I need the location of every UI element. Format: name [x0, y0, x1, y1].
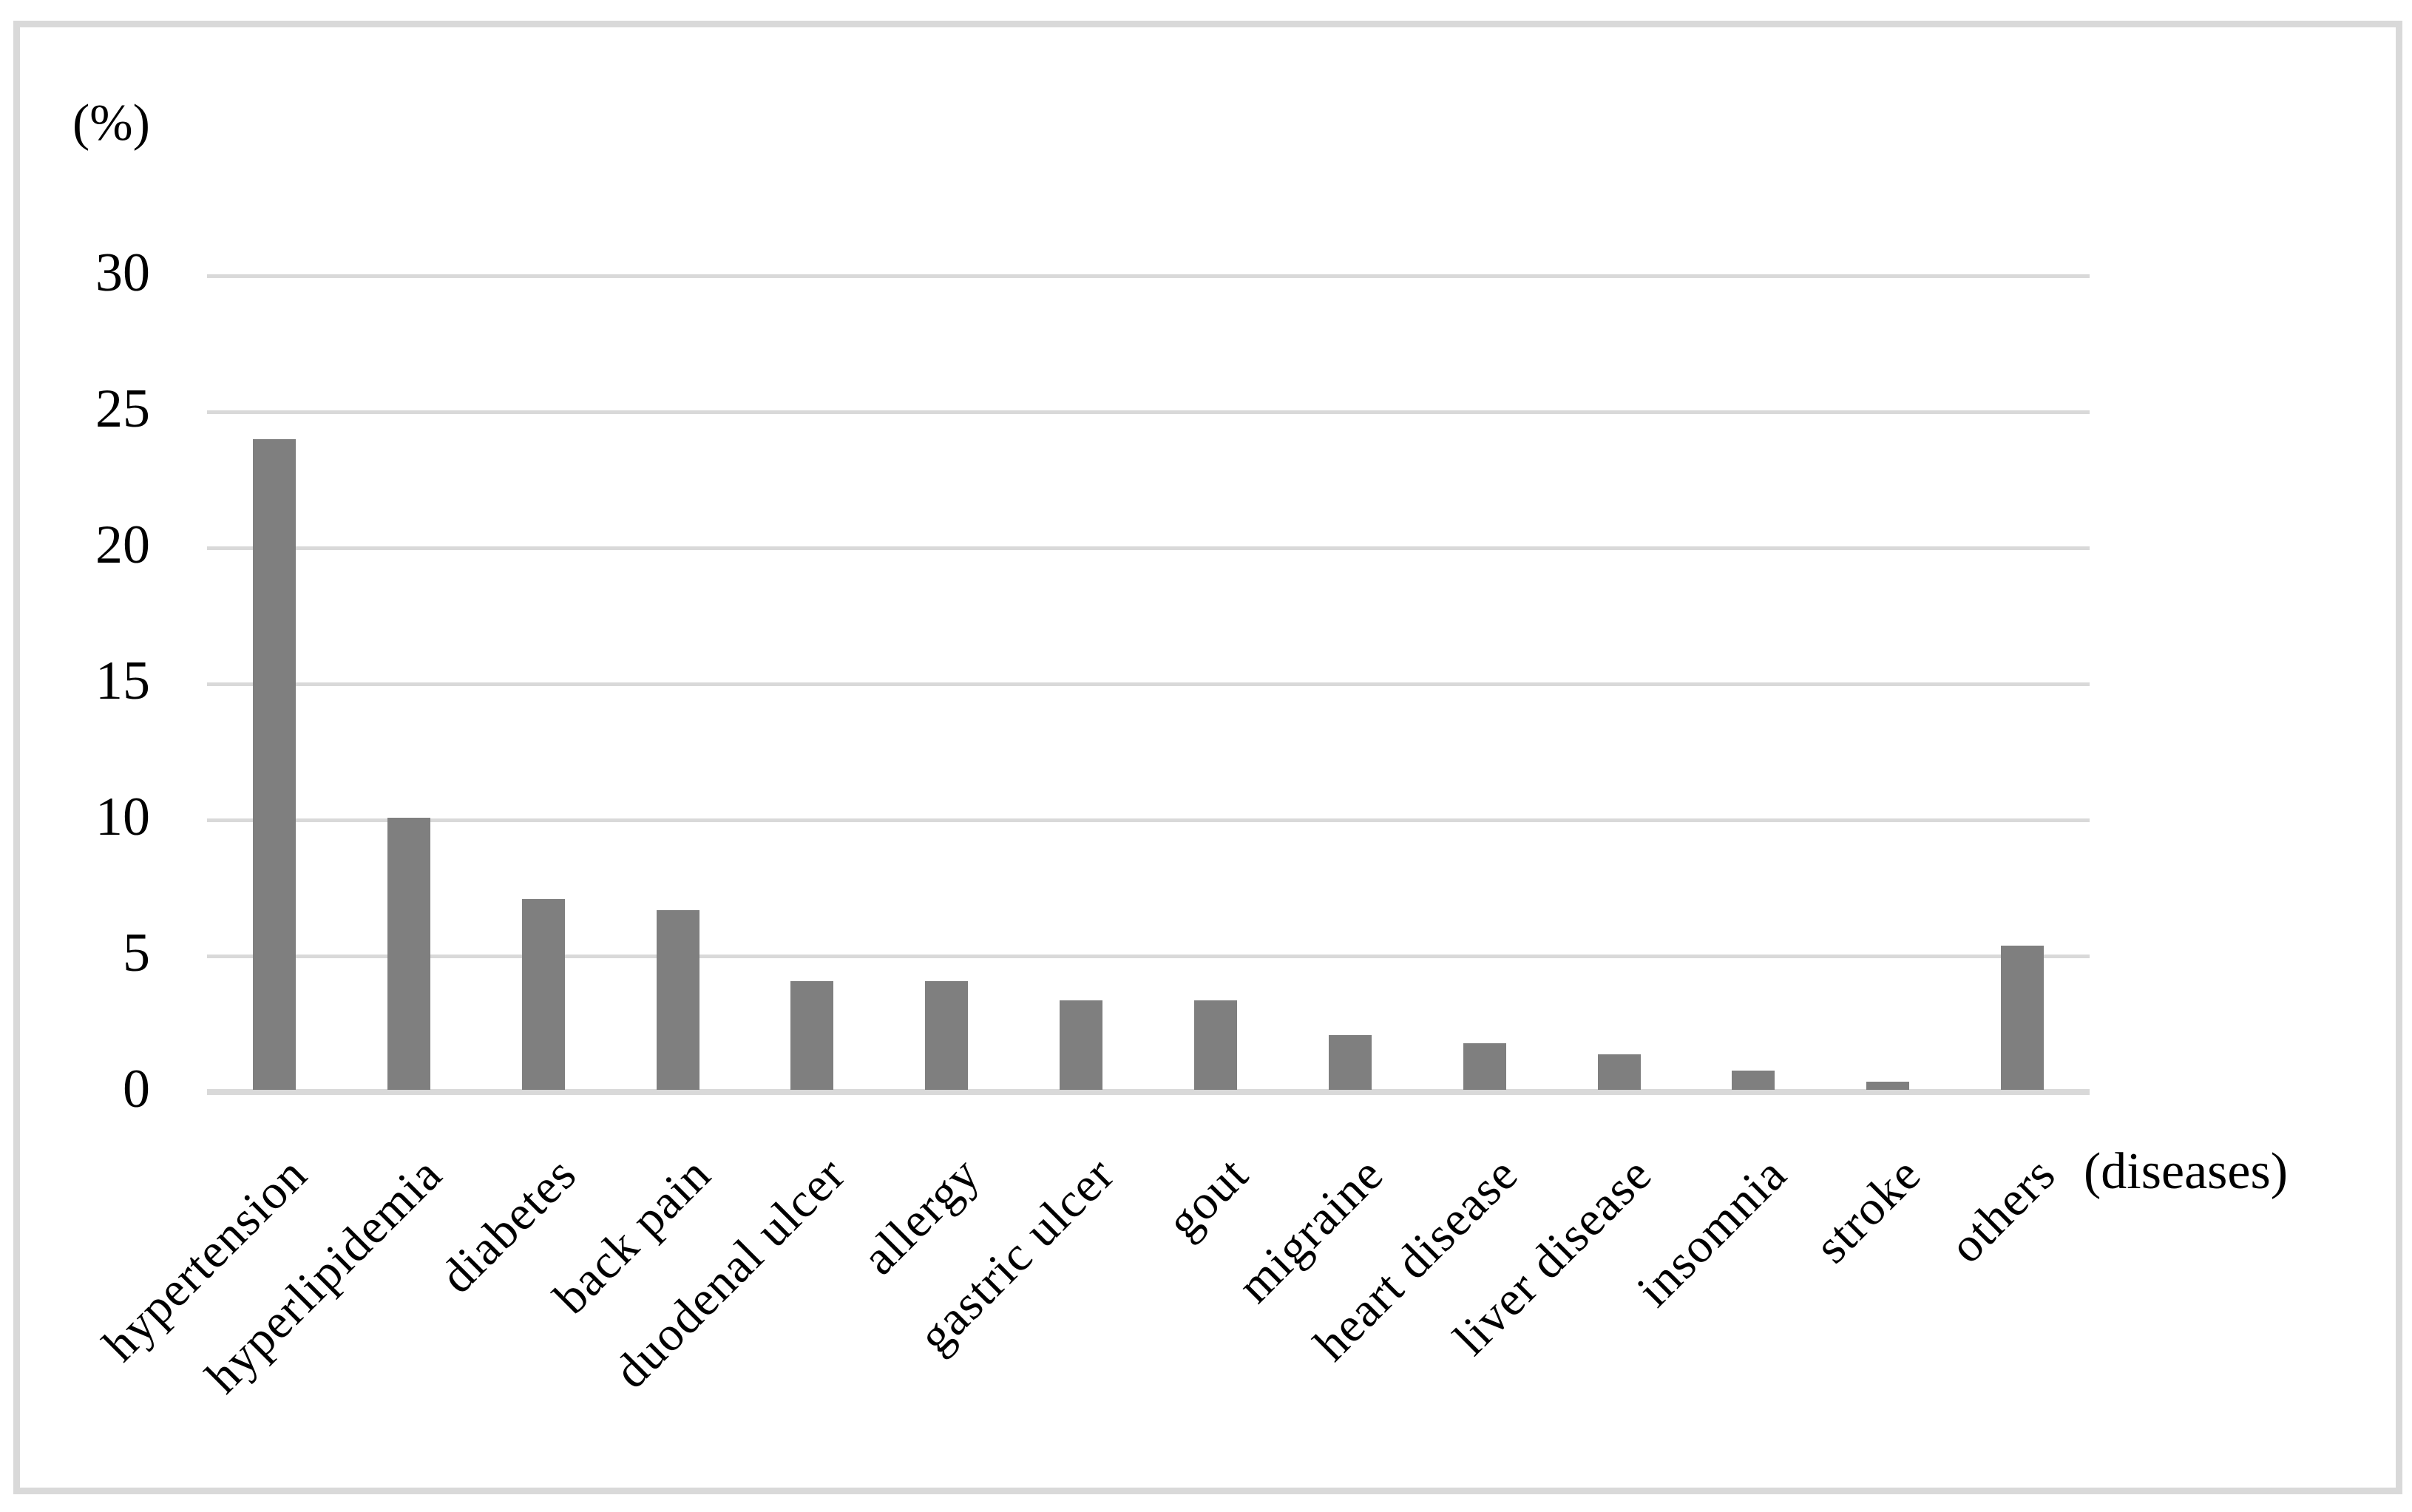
bar-stroke	[1866, 1081, 1910, 1090]
bar-diabetes	[521, 899, 565, 1090]
y-tick-label-15: 15	[95, 651, 150, 711]
bar-hyperlipidemia	[387, 818, 430, 1090]
gridline-10	[207, 818, 2090, 822]
bar-others	[2001, 945, 2045, 1090]
bar-duodenal-ulcer	[790, 980, 834, 1090]
chart-outer-border	[13, 21, 2402, 1494]
gridline-20	[207, 546, 2090, 550]
gridline-25	[207, 410, 2090, 414]
y-tick-label-25: 25	[95, 379, 150, 439]
bar-heart-disease	[1463, 1043, 1506, 1090]
bar-allergy	[925, 980, 969, 1090]
bar-insomnia	[1732, 1071, 1775, 1090]
y-tick-label-10: 10	[95, 787, 150, 847]
x-axis-unit-label: (diseases)	[2084, 1143, 2289, 1200]
y-tick-label-5: 5	[123, 923, 150, 983]
y-tick-label-30: 30	[95, 243, 150, 303]
y-axis-unit-label: (%)	[72, 95, 150, 152]
gridline-30	[207, 274, 2090, 278]
bar-liver-disease	[1597, 1054, 1641, 1090]
x-axis-line	[207, 1089, 2090, 1095]
gridline-5	[207, 954, 2090, 958]
gridline-15	[207, 682, 2090, 686]
y-tick-label-0: 0	[123, 1059, 150, 1119]
bar-gout	[1193, 1000, 1237, 1090]
bar-hypertension	[252, 439, 296, 1090]
y-tick-label-20: 20	[95, 515, 150, 575]
bar-gastric-ulcer	[1060, 1000, 1103, 1090]
bar-migraine	[1328, 1035, 1372, 1090]
bar-back-pain	[656, 910, 699, 1090]
